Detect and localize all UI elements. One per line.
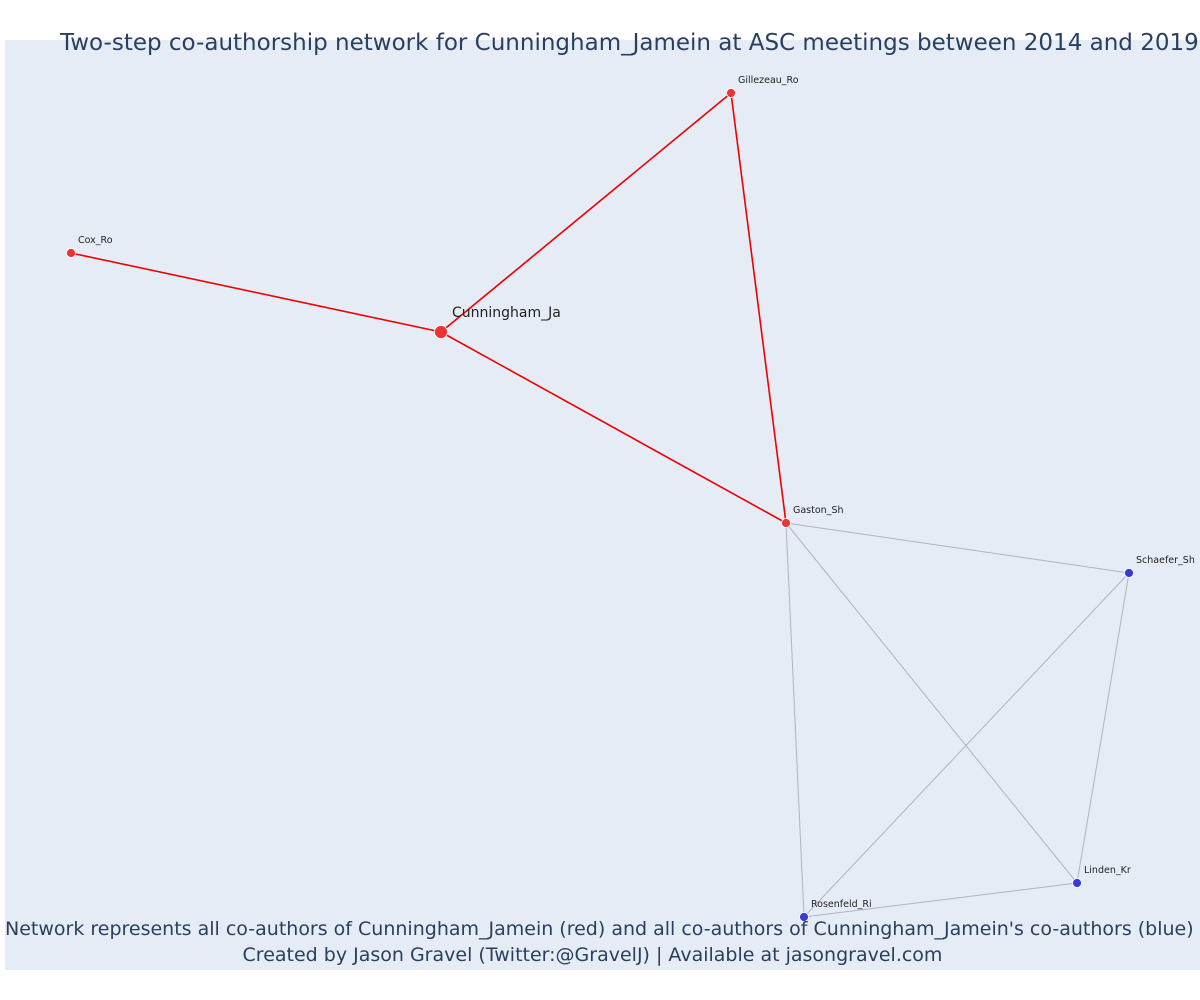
node-Rosenfeld_Ri[interactable]	[799, 912, 809, 922]
labels-layer: Cunningham_Ja Gillezeau_Ro Cox_Ro Gaston_Sh…	[78, 75, 1195, 910]
edge-Schaefer_Sh-Linden_Kr	[1076, 572, 1130, 884]
edge-Schaefer_Sh-Rosenfeld_Ri	[803, 572, 1130, 918]
edge-Linden_Kr-Rosenfeld_Ri	[803, 882, 1078, 918]
node-Cunningham_Ja[interactable]	[434, 325, 448, 339]
node-label-Schaefer_Sh: Schaefer_Sh	[1136, 555, 1195, 566]
node-Cox_Ro[interactable]	[66, 248, 76, 258]
footer-credit: Created by Jason Gravel (Twitter:@Gravel…	[242, 944, 943, 966]
plot-area	[5, 40, 1200, 970]
edge-Gaston_Sh-Schaefer_Sh	[785, 522, 1130, 574]
edge-Cunningham_Ja-Cox_Ro	[70, 252, 442, 333]
node-Linden_Kr[interactable]	[1072, 878, 1082, 888]
node-label-Linden_Kr: Linden_Kr	[1084, 865, 1131, 876]
edge-Gaston_Sh-Linden_Kr	[785, 522, 1078, 884]
edge-Cunningham_Ja-Gillezeau_Ro	[440, 92, 732, 333]
edge-Gillezeau_Ro-Gaston_Sh	[730, 92, 787, 524]
footer-caption: Network represents all co-authors of Cun…	[5, 918, 1194, 940]
nodes-layer	[66, 88, 1134, 922]
node-label-Gaston_Sh: Gaston_Sh	[793, 505, 844, 516]
edge-Cunningham_Ja-Gaston_Sh	[440, 331, 787, 524]
node-label-Rosenfeld_Ri: Rosenfeld_Ri	[811, 899, 872, 910]
node-Gillezeau_Ro[interactable]	[726, 88, 736, 98]
edges-layer	[70, 92, 1130, 918]
node-label-Gillezeau_Ro: Gillezeau_Ro	[738, 75, 799, 86]
edge-Gaston_Sh-Rosenfeld_Ri	[785, 522, 805, 918]
chart-title: Two-step co-authorship network for Cunni…	[60, 30, 1199, 56]
node-Schaefer_Sh[interactable]	[1124, 568, 1134, 578]
node-Gaston_Sh[interactable]	[781, 518, 791, 528]
node-label-Cunningham_Ja: Cunningham_Ja	[452, 305, 561, 321]
node-label-Cox_Ro: Cox_Ro	[78, 235, 113, 246]
